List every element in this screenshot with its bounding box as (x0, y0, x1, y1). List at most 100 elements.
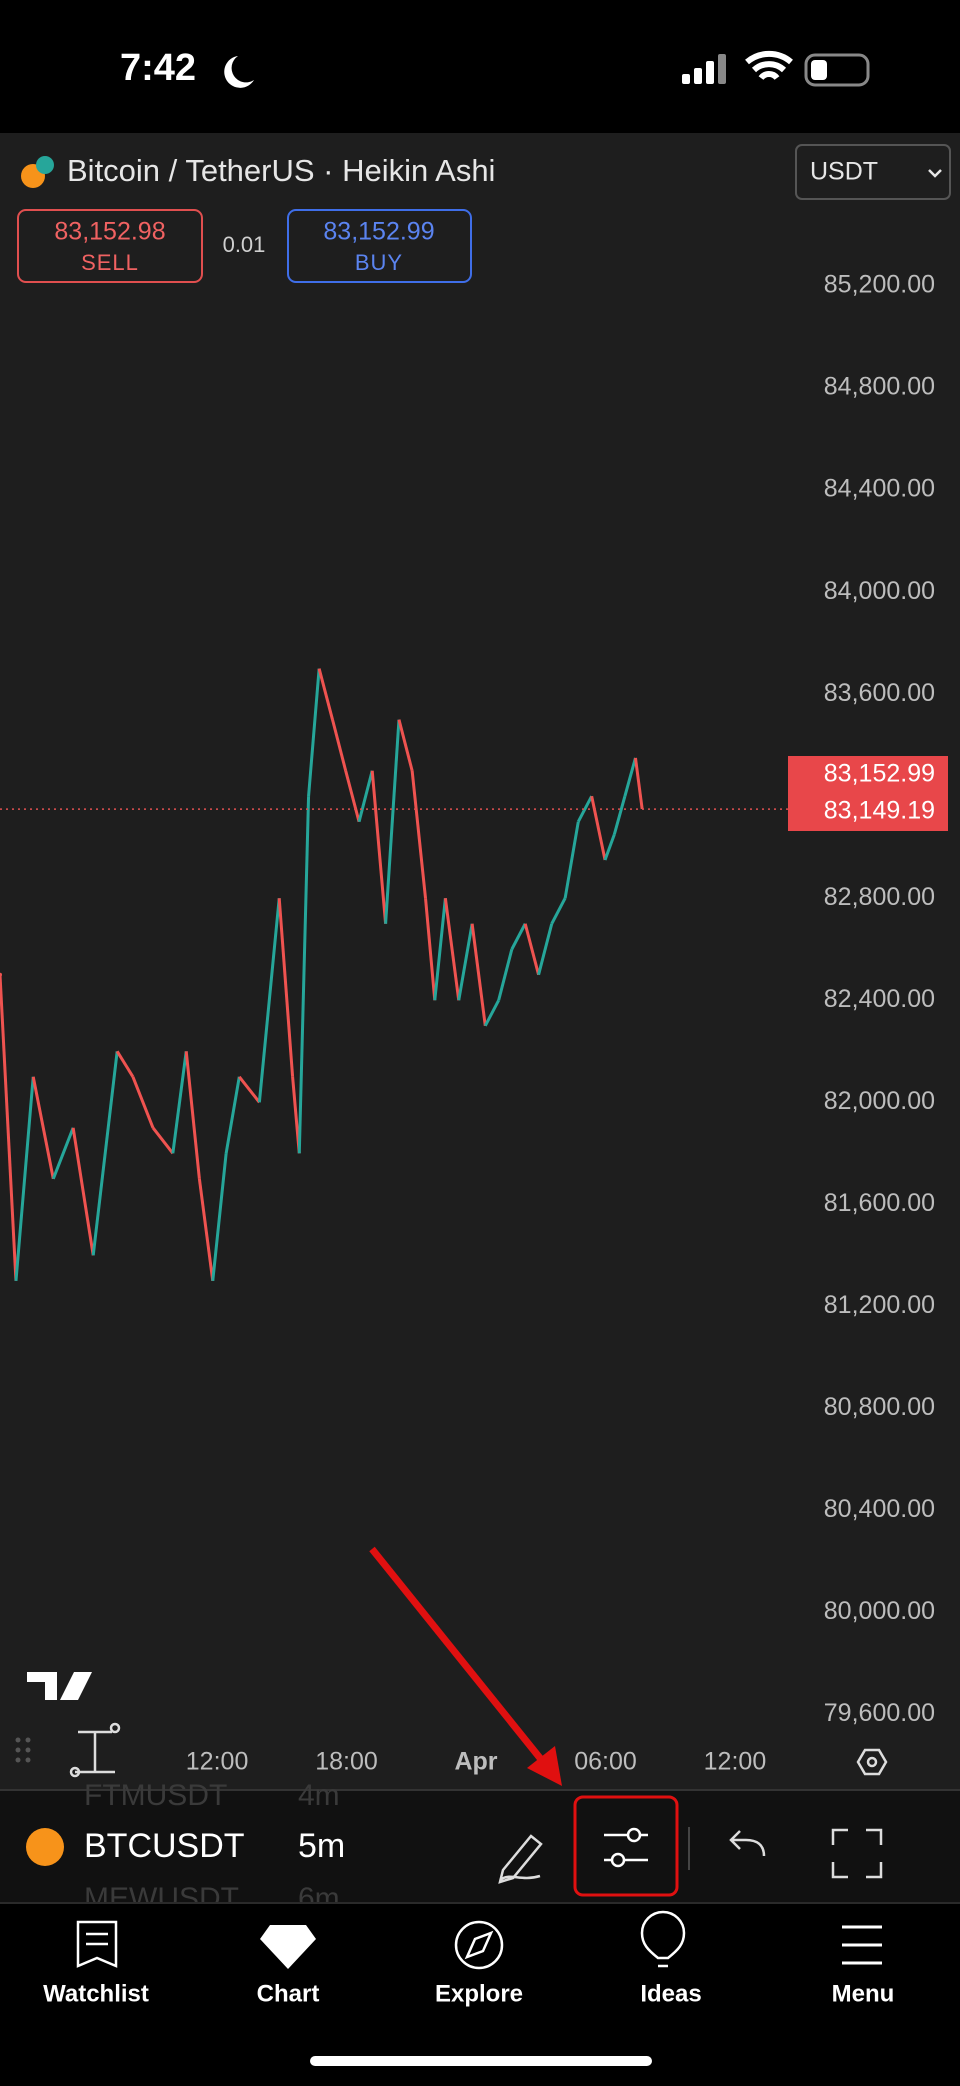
price-segment (470, 923, 487, 1026)
undo-button[interactable] (729, 1830, 766, 1857)
y-tick-label: 83,600.00 (824, 679, 935, 707)
spread: 0.01 (223, 232, 266, 257)
price-segment (483, 999, 500, 1027)
price-segment (197, 1178, 215, 1282)
measure-tool[interactable] (69, 1722, 121, 1778)
price-tag-label: 83,149.19 (824, 797, 935, 825)
price-segment (331, 719, 348, 772)
fullscreen-button[interactable] (831, 1828, 883, 1879)
price-segment (51, 1127, 75, 1180)
bottom-nav (0, 1903, 960, 2086)
price-segment (563, 821, 580, 899)
price-segment (537, 923, 554, 976)
sell-button[interactable] (17, 209, 203, 283)
currency-select[interactable] (795, 144, 951, 200)
moon-icon (224, 56, 254, 88)
toolbar (0, 1790, 960, 1903)
hidden-interval: 4m (298, 1779, 340, 1812)
tether-icon (36, 156, 54, 174)
price-segment (307, 668, 321, 797)
menu-icon (842, 1925, 882, 1965)
chevron (928, 169, 942, 178)
nav-label[interactable]: Menu (832, 1980, 895, 2007)
price-segment (171, 1051, 188, 1154)
y-tick-label: 80,000.00 (824, 1597, 935, 1625)
price-segment (433, 898, 447, 1001)
arrow (369, 1546, 551, 1771)
explore-icon (454, 1920, 504, 1970)
price-segment (0, 974, 18, 1281)
price-segment (603, 833, 616, 861)
price-segment (384, 719, 401, 924)
y-tick-label: 81,600.00 (824, 1189, 935, 1217)
price-segment (457, 923, 474, 1001)
price-segment (523, 923, 541, 976)
price-segment (184, 1051, 201, 1179)
price-tag-label: 83,152.99 (824, 760, 935, 788)
x-tick-label: 12:00 (186, 1748, 249, 1776)
watchlist-icon (76, 1920, 118, 1968)
nav-label[interactable]: Ideas (640, 1980, 701, 2007)
price-segment (91, 1051, 119, 1256)
indicators-button[interactable] (604, 1827, 648, 1868)
price-segment (612, 795, 627, 835)
price-segment (297, 796, 311, 1154)
price-tag (788, 756, 948, 794)
y-tick-label: 84,800.00 (824, 373, 935, 401)
price-segment (410, 770, 428, 899)
buy-label: BUY (355, 250, 403, 275)
price-segment (357, 770, 374, 823)
x-tick-label: 12:00 (704, 1748, 767, 1776)
price-segment (424, 898, 437, 1001)
price-segment (131, 1076, 155, 1129)
price-segment (238, 1075, 261, 1104)
price-segment (370, 770, 388, 924)
price-segment (510, 923, 527, 950)
price-segment (623, 757, 637, 797)
price-segment (257, 898, 281, 1103)
price-segment (633, 757, 644, 810)
nav-label[interactable]: Watchlist (43, 1980, 149, 2007)
nav-label[interactable]: Chart (257, 1980, 320, 2007)
y-tick-label: 84,400.00 (824, 475, 935, 503)
signal-icon (682, 54, 726, 84)
y-tick-label: 84,000.00 (824, 577, 935, 605)
price-segment (71, 1127, 95, 1256)
price-segment (550, 897, 567, 925)
price-segment (590, 795, 607, 861)
coin-icon (26, 1828, 64, 1866)
price-segment (151, 1126, 175, 1155)
sell-price: 83,152.98 (54, 218, 165, 246)
y-tick-label: 82,400.00 (824, 985, 935, 1013)
x-tick-label: 06:00 (574, 1748, 637, 1776)
clock: 7:42 (120, 47, 196, 89)
draw-tool[interactable] (498, 1834, 543, 1884)
price-segment (277, 898, 295, 1077)
sell-label: SELL (81, 250, 139, 275)
price-segment (31, 1076, 55, 1180)
nav-label[interactable]: Explore (435, 1980, 523, 2007)
ideas-icon (640, 1910, 686, 1968)
y-tick-label: 82,000.00 (824, 1087, 935, 1115)
price-segment (576, 795, 593, 823)
settings-icon[interactable] (856, 1748, 888, 1776)
drag-handle (15, 1737, 31, 1763)
symbol-button[interactable]: BTCUSDT (84, 1827, 245, 1865)
tv-logo (27, 1672, 92, 1700)
highlight-box (573, 1795, 679, 1897)
price-tag (788, 793, 948, 831)
price-segment (317, 668, 334, 721)
arrow-head (527, 1746, 562, 1786)
buy-button[interactable] (287, 209, 472, 283)
price-segment (224, 1076, 241, 1154)
x-tick-label: 18:00 (315, 1748, 378, 1776)
price-segment (115, 1050, 135, 1078)
interval-button[interactable]: 5m (298, 1827, 345, 1865)
symbol-title: Bitcoin / TetherUS · Heikin Ashi (67, 153, 495, 188)
chart-area (0, 133, 960, 1790)
y-tick-label: 85,200.00 (824, 271, 935, 299)
x-tick-label: Apr (454, 1748, 497, 1776)
home-indicator (310, 2056, 652, 2066)
price-segment (443, 898, 461, 1001)
